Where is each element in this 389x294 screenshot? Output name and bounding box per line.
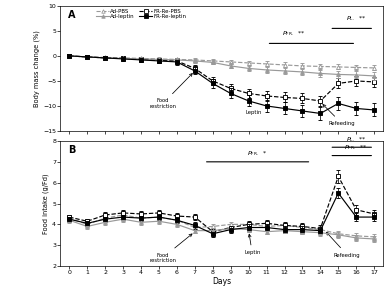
Text: Refeeding: Refeeding [323,104,355,126]
Text: Refeeding: Refeeding [326,232,361,258]
Text: $P_{\rm L.}$  **: $P_{\rm L.}$ ** [346,135,366,144]
X-axis label: Days: Days [212,277,231,286]
Text: $P_{\rm FR.}$  *: $P_{\rm FR.}$ * [247,149,268,158]
Text: Leptin: Leptin [244,234,260,255]
Y-axis label: Body mass change (%): Body mass change (%) [34,30,40,107]
Legend: Ad-PBS, Ad-leptin, FR-Re-PBS, FR-Re-leptin: Ad-PBS, Ad-leptin, FR-Re-PBS, FR-Re-lept… [95,7,187,21]
Text: Food
restriction: Food restriction [149,234,192,263]
Text: $P_{\rm L.}$  **: $P_{\rm L.}$ ** [346,14,366,24]
Text: Leptin: Leptin [246,97,262,115]
Y-axis label: Food intake (g/Fd): Food intake (g/Fd) [43,173,49,234]
Text: Food
restriction: Food restriction [149,74,192,109]
Text: $P_{\rm FR.}$  **: $P_{\rm FR.}$ ** [282,29,305,39]
Text: B: B [68,145,76,155]
Text: $P_{\rm FR.}$  **: $P_{\rm FR.}$ ** [344,143,368,153]
Text: A: A [68,10,76,20]
